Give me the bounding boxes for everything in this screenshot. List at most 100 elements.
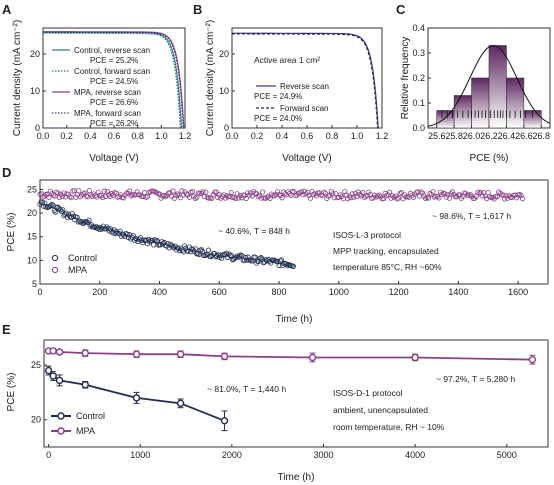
- panel-e-plot-frame: [43, 339, 549, 448]
- panel-e-mpa-annotation: ~ 97.2%, T = 5,280 h: [436, 374, 515, 384]
- mpa-point: [449, 189, 455, 195]
- control-point: [182, 243, 188, 249]
- panel-d-protocol-1: ISOS-L-3 protocol: [333, 230, 401, 240]
- mpa-point: [442, 191, 448, 197]
- control-point: [68, 214, 74, 220]
- mpa-point: [439, 191, 445, 198]
- control-point: [94, 225, 100, 232]
- panel-e-point: [176, 350, 185, 358]
- panel-e-point: [49, 372, 57, 380]
- mpa-point: [76, 188, 82, 194]
- panel-e-point: [81, 381, 89, 389]
- x-tick-label: 0.0: [226, 131, 239, 141]
- panel-c-bars: [436, 45, 542, 129]
- legend-control-reverse: Control, reverse scan: [74, 46, 150, 55]
- mpa-point: [328, 188, 334, 194]
- control-point: [154, 237, 160, 244]
- legend-mpa: MPA: [68, 265, 87, 275]
- y-tick-label: 20: [27, 208, 37, 218]
- y-tick-label: 20: [219, 49, 229, 59]
- panel-a-curve-3: [42, 31, 184, 129]
- mpa-point: [349, 191, 355, 197]
- panel-d-control-annotation: ~ 40.6%, T = 848 h: [218, 226, 290, 236]
- control-point: [58, 208, 65, 214]
- mpa-point: [298, 189, 305, 195]
- control-point: [242, 254, 249, 261]
- control-point: [64, 214, 71, 220]
- panel-label-a: A: [2, 2, 12, 17]
- x-tick-label: 1600: [508, 287, 528, 297]
- mpa-point: [170, 188, 176, 194]
- control-point: [233, 254, 239, 260]
- mpa-point: [174, 191, 181, 197]
- panel-e-point: [132, 350, 141, 358]
- mpa-point: [342, 189, 348, 195]
- control-point: [252, 254, 258, 260]
- panel-c-histogram: 25.6 25.8 26.0 26.2 26.4 26.6 26.8 0.00.10.20.…: [400, 23, 551, 164]
- mpa-point: [95, 189, 101, 195]
- panel-e-point: [44, 366, 53, 375]
- control-point: [258, 255, 264, 261]
- control-point: [146, 236, 152, 242]
- control-point: [97, 226, 103, 232]
- x-tick-label: 1.0: [351, 131, 364, 141]
- mpa-point: [494, 194, 500, 200]
- mpa-point: [107, 193, 113, 199]
- y-tick-label: 0.0: [412, 123, 425, 133]
- panel-d-x-axis-label: Time (h): [276, 314, 313, 325]
- mpa-point: [100, 194, 106, 201]
- panel-d-protocol-3: temperature 85°C, RH ~60%: [333, 262, 442, 272]
- x-tick-label: 400: [152, 287, 167, 297]
- mpa-point: [162, 194, 169, 200]
- y-tick-label: 0: [224, 123, 229, 133]
- mpa-point: [116, 193, 122, 200]
- mpa-point: [46, 194, 52, 200]
- panel-d-protocol-2: MPP tracking, encapsulated: [333, 246, 439, 256]
- x-tick-label: 0.4: [276, 131, 289, 141]
- panel-d-y-axis-label: PCE (%): [6, 213, 17, 252]
- control-point: [283, 261, 289, 267]
- mpa-point: [519, 196, 526, 202]
- panel-d-legend: Control MPA: [51, 253, 97, 275]
- legend-control-reverse-pce: PCE = 25.2%: [90, 56, 138, 65]
- control-point: [195, 250, 201, 257]
- histogram-bar: [436, 110, 455, 129]
- y-tick-label: 15: [27, 232, 37, 242]
- control-point: [110, 230, 116, 236]
- legend-reverse: Reverse scan: [280, 82, 329, 91]
- panel-d-stability-l3: 0 200 400 600 800 1000 1200 1400 1600 510152025 …: [6, 179, 549, 325]
- panel-d-plot-frame: [39, 179, 549, 285]
- x-tick-label: 25.6: [428, 131, 446, 141]
- panel-e-point: [220, 417, 229, 425]
- panel-c-x-ticks: 25.6 25.8 26.0 26.2 26.4 26.6 26.8: [428, 125, 550, 141]
- legend-mpa-reverse-pce: PCE = 26.6%: [90, 98, 138, 107]
- legend-control-forward: Control, forward scan: [74, 67, 150, 76]
- x-tick-label: 26.0: [463, 131, 481, 141]
- y-tick-label: 25: [31, 360, 41, 370]
- panel-e-point: [411, 353, 419, 362]
- y-tick-label: 20: [31, 415, 41, 425]
- panel-b-plot-frame: [231, 27, 383, 129]
- panel-b-curve-0: [232, 32, 379, 129]
- control-point: [135, 238, 141, 245]
- mpa-point: [213, 189, 219, 195]
- mpa-point: [161, 193, 167, 199]
- mpa-point: [303, 191, 309, 197]
- panel-b-x-ticks: 0.0 0.2 0.4 0.6 0.8 1.0 1.2: [226, 125, 388, 141]
- control-point: [198, 247, 204, 253]
- panel-b-legend: Reverse scan PCE = 24.9% Forward scan PC…: [254, 82, 329, 123]
- mpa-point: [233, 195, 239, 202]
- mpa-point: [177, 195, 184, 201]
- panel-e-legend: Control MPA: [51, 411, 105, 436]
- y-tick-label: 0.3: [412, 48, 425, 58]
- legend-mpa-reverse: MPA, reverse scan: [74, 88, 141, 97]
- control-point: [74, 214, 80, 220]
- control-point: [237, 253, 243, 259]
- control-point: [49, 201, 55, 208]
- control-point: [38, 199, 44, 205]
- control-point: [277, 258, 283, 264]
- y-tick-label: 0.2: [412, 73, 425, 83]
- mpa-point: [518, 193, 524, 199]
